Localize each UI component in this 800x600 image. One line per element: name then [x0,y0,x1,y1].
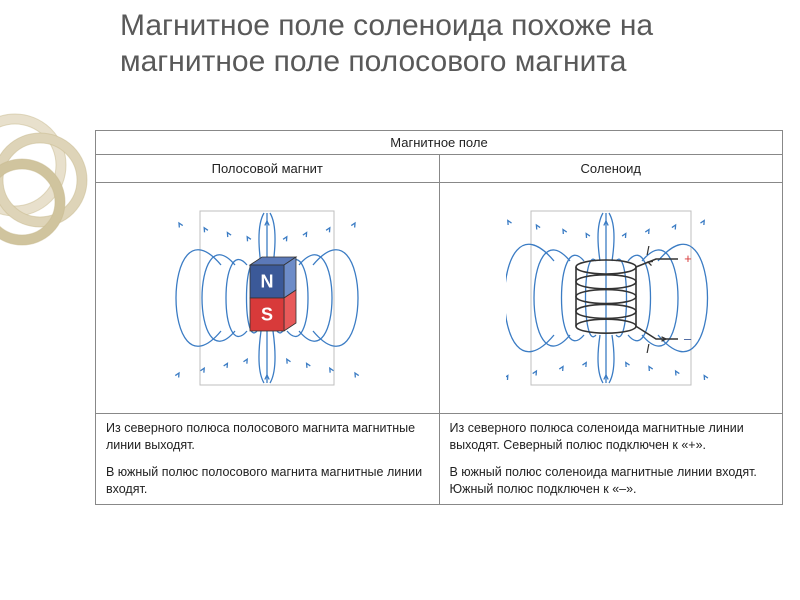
table-subheader-row: Полосовой магнит Соленоид [96,155,782,183]
right-caption: Из северного полюса соленоида магнитные … [440,414,783,504]
caption-row: Из северного полюса полосового магнита м… [96,414,782,504]
slide-decoration-rings [0,110,100,250]
svg-text:+: + [684,251,692,266]
svg-text:S: S [261,305,273,325]
right-caption-2: В южный полюс соленоида магнитные линии … [450,464,773,498]
svg-text:I: I [646,243,650,258]
svg-text:I: I [646,341,650,356]
solenoid-diagram: + – I I [506,193,716,403]
left-caption-1: Из северного полюса полосового магнита м… [106,420,429,454]
left-caption: Из северного полюса полосового магнита м… [96,414,440,504]
svg-text:–: – [683,331,692,346]
bar-magnet-diagram-cell: NS [96,183,440,413]
left-caption-2: В южный полюс полосового магнита магнитн… [106,464,429,498]
table-header: Магнитное поле [96,131,782,155]
bar-magnet-diagram: NS [167,193,367,403]
right-caption-1: Из северного полюса соленоида магнитные … [450,420,773,454]
comparison-table: Магнитное поле Полосовой магнит Соленоид… [95,130,783,505]
diagram-row: NS + – I I [96,183,782,414]
slide-title: Магнитное поле соленоида похоже на магни… [120,8,760,80]
solenoid-diagram-cell: + – I I [440,183,783,413]
svg-text:N: N [261,272,274,292]
col-title-right: Соленоид [440,155,783,182]
col-title-left: Полосовой магнит [96,155,440,182]
